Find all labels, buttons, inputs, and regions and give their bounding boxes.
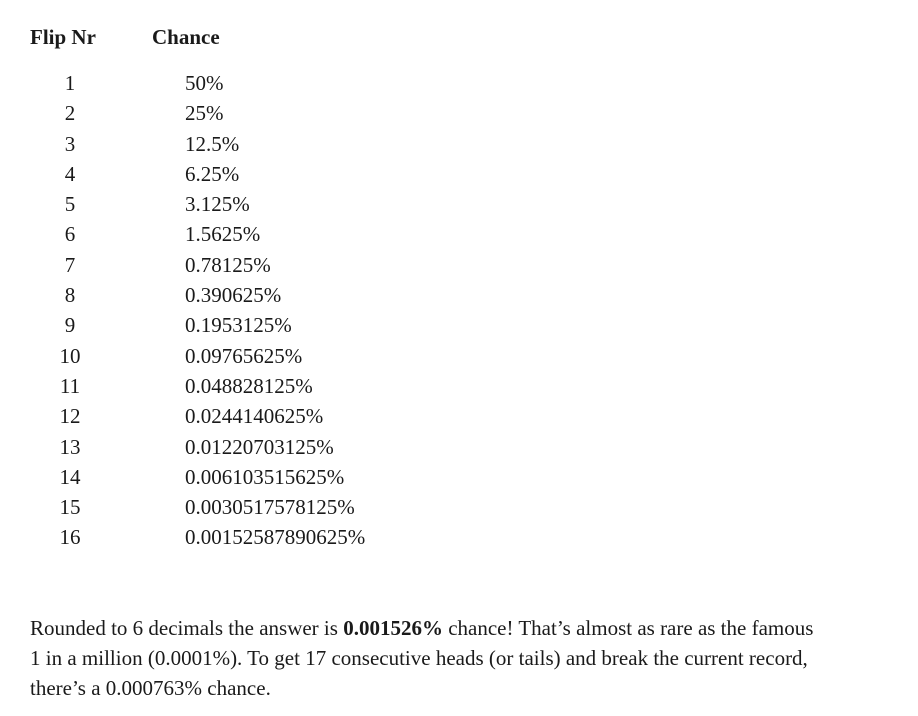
column-header-chance: Chance [152,25,220,49]
table-row: 2 25% [30,98,882,128]
table-row: 13 0.01220703125% [30,432,882,462]
table-row: 10 0.09765625% [30,341,882,371]
probability-table: Flip Nr Chance 1 50% 2 25% 3 12.5% 4 6.25% 5 3.12… [30,25,882,553]
flip-number-cell: 6 [64,222,76,247]
table-row: 5 3.125% [30,189,882,219]
chance-cell: 6.25% [185,161,240,186]
flip-number-cell: 4 [64,161,76,186]
table-row: 14 0.006103515625% [30,462,882,492]
flip-number-cell: 3 [64,131,76,156]
flip-number-cell: 10 [59,343,81,368]
table-row: 8 0.390625% [30,280,882,310]
chance-cell: 0.09765625% [185,343,303,368]
chance-cell: 0.78125% [185,252,271,277]
column-header-flip-nr: Flip Nr [30,25,96,49]
flip-number-cell: 13 [59,434,81,459]
table-row: 7 0.78125% [30,250,882,280]
flip-number-cell: 16 [59,525,81,550]
flip-number-cell: 9 [64,313,76,338]
chance-cell: 50% [185,71,224,95]
chance-cell: 0.0244140625% [185,404,324,429]
flip-number-cell: 11 [59,373,81,398]
flip-number-cell: 14 [59,464,81,489]
flip-number-cell: 12 [59,404,81,429]
flip-number-cell: 15 [59,495,81,520]
flip-number-cell: 7 [64,252,76,277]
chance-cell: 1.5625% [185,222,261,247]
flip-number-cell: 1 [64,71,76,95]
chance-cell: 0.0030517578125% [185,495,355,520]
table-body: 1 50% 2 25% 3 12.5% 4 6.25% 5 3.125% 6 1.5625% 7 0.78… [30,68,882,553]
table-row: 4 6.25% [30,159,882,189]
answer-line-3: there’s a 0.000763% chance. [30,675,271,700]
table-row: 11 0.048828125% [30,371,882,401]
answer-text-post: chance! That’s almost as rare as the fam… [442,615,814,640]
chance-cell: 0.390625% [185,283,282,308]
table-row: 3 12.5% [30,129,882,159]
table-row: 9 0.1953125% [30,310,882,340]
chance-cell: 0.00152587890625% [185,525,366,550]
answer-line-1: Rounded to 6 decimals the answer is 0.00… [30,613,882,643]
table-row: 16 0.00152587890625% [30,522,882,552]
chance-cell: 12.5% [185,131,240,156]
flip-number-cell: 8 [64,283,76,308]
table-header-row: Flip Nr Chance [30,25,882,50]
chance-cell: 3.125% [185,192,250,217]
answer-bold-value: 0.001526% [343,615,443,640]
chance-cell: 0.006103515625% [185,464,345,489]
chance-cell: 0.01220703125% [185,434,334,459]
chance-cell: 0.048828125% [185,373,313,398]
answer-text-pre: Rounded to 6 decimals the answer is [30,615,344,640]
table-row: 1 50% [30,68,882,98]
chance-cell: 0.1953125% [185,313,292,338]
table-row: 12 0.0244140625% [30,401,882,431]
answer-line-2: 1 in a million (0.0001%). To get 17 cons… [30,645,808,670]
table-row: 6 1.5625% [30,219,882,249]
answer-paragraph: Rounded to 6 decimals the answer is 0.00… [30,613,882,703]
table-row: 15 0.0030517578125% [30,492,882,522]
flip-number-cell: 2 [64,101,76,126]
flip-number-cell: 5 [64,192,76,217]
chance-cell: 25% [185,101,224,126]
